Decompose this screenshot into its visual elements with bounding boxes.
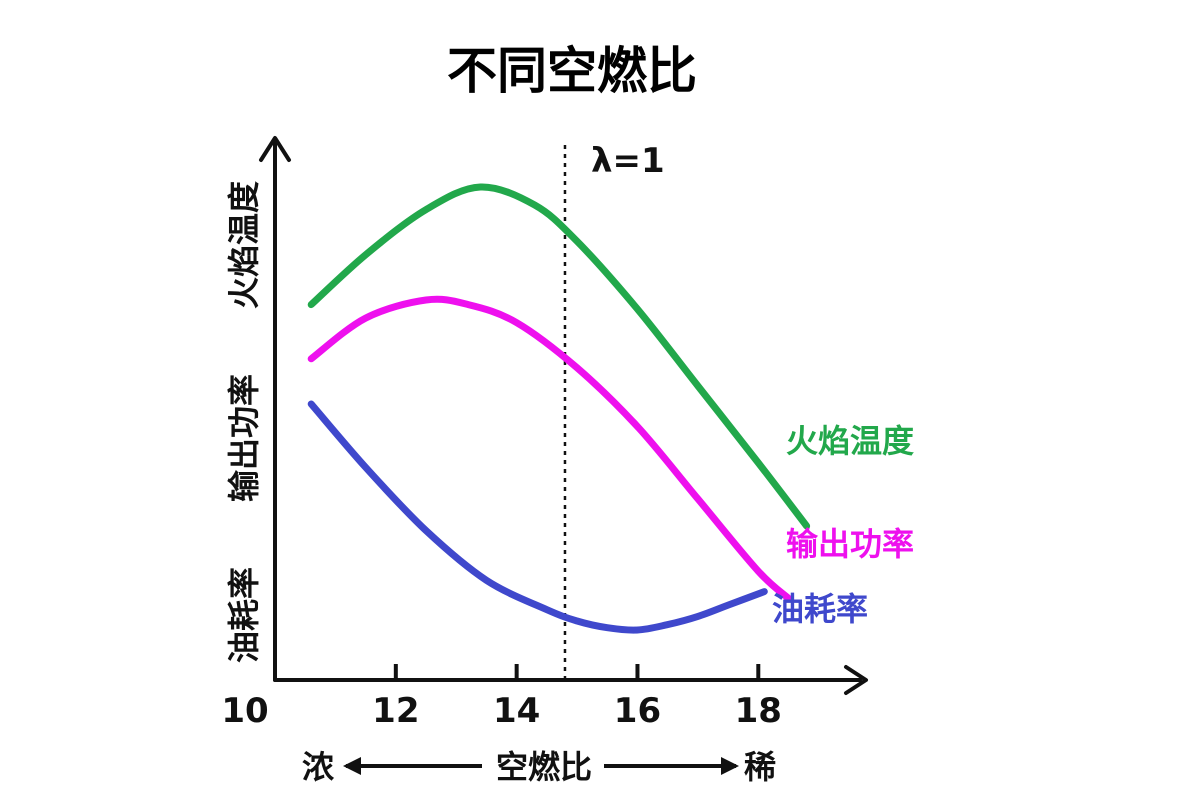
y-axis-label-fuel: 油耗率 [225, 567, 263, 663]
rich-label: 浓 [302, 748, 335, 786]
series-line-flame-temperature [307, 183, 811, 530]
x-axis-arrow-icon [844, 665, 868, 695]
series-label-output-power: 输出功率 [786, 525, 914, 563]
y-axis-label: 油耗率 输出功率 火焰温度 [225, 181, 263, 663]
y-axis-label-power: 输出功率 [225, 374, 263, 502]
x-tick-label: 14 [493, 691, 540, 731]
series-line-fuel-consumption [307, 400, 768, 634]
x-axis-ticks [393, 664, 761, 680]
reference-line-label: λ=1 [591, 141, 665, 181]
x-tick-label: 16 [614, 691, 661, 731]
x-tick-label: 12 [372, 691, 419, 731]
chart-title: 不同空燃比 [447, 42, 697, 100]
lean-label: 稀 [744, 748, 776, 786]
x-tick-label: 10 [221, 691, 268, 731]
mixture-direction: 浓 空燃比 稀 [302, 748, 776, 786]
series-label-flame-temperature: 火焰温度 [786, 422, 914, 460]
y-axis-label-temperature: 火焰温度 [225, 181, 263, 309]
x-tick-label: 18 [735, 691, 782, 731]
series-label-fuel-consumption: 油耗率 [772, 590, 868, 628]
x-axis-label: 空燃比 [496, 748, 592, 786]
x-axis-tick-labels: 10 12 14 16 18 [221, 691, 782, 731]
y-axis-arrow-icon [259, 136, 291, 162]
series-line-output-power [307, 295, 792, 602]
